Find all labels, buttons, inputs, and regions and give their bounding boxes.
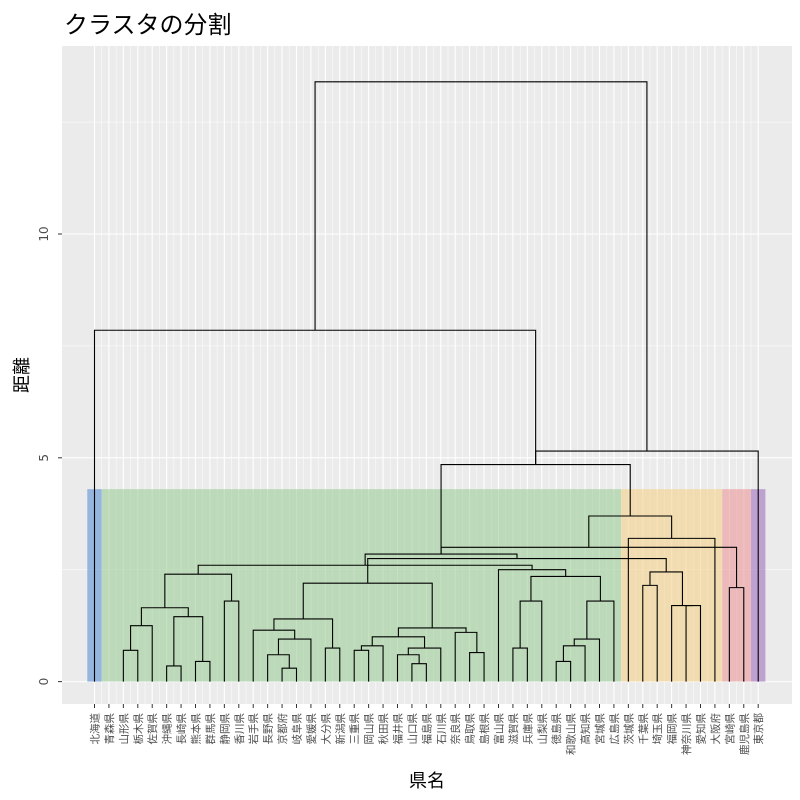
leaf-label: 石川県: [436, 713, 448, 745]
leaf-label: 茨城県: [622, 713, 635, 745]
leaf-label: 山口県: [407, 713, 419, 745]
leaf-label: 福島県: [420, 713, 433, 745]
leaf-label: 鹿児島県: [738, 713, 751, 755]
leaf-label: 秋田県: [377, 713, 390, 745]
leaf-label: 北海道: [89, 713, 102, 745]
leaf-label: 青森県: [103, 713, 116, 745]
merge-link-26: [685, 604, 702, 682]
y-axis-title: 距離: [12, 357, 33, 393]
leaf-label: 大阪府: [709, 713, 722, 745]
merge-link-11: [324, 647, 341, 682]
leaf-label: 香川県: [234, 713, 246, 745]
leaf-label: 神奈川県: [680, 713, 693, 755]
leaf-label: 愛媛県: [305, 713, 318, 745]
merge-link-28: [223, 600, 240, 682]
leaf-label: 熊本県: [189, 713, 202, 745]
leaf-label: 京都府: [276, 713, 289, 745]
leaf-label: 広島県: [608, 713, 621, 745]
merge-link-20: [252, 629, 296, 682]
y-axis: 0 5 10: [37, 226, 62, 685]
merge-link-14: [562, 645, 586, 682]
leaf-label: 岩手県: [247, 713, 260, 745]
leaf-label: 新潟県: [334, 713, 347, 745]
merge-link-30: [519, 600, 543, 682]
leaf-label: 徳島県: [550, 713, 563, 745]
leaf-label: 山形県: [118, 713, 130, 745]
y-tick-label: 0: [37, 678, 51, 686]
leaf-label: 岐阜県: [290, 713, 303, 745]
cluster-band-2: [101, 489, 622, 682]
leaf-label: 宮城県: [593, 713, 606, 745]
merge-link-33: [302, 582, 433, 628]
leaf-label: 和歌山県: [565, 713, 578, 755]
merge-link-25: [140, 607, 189, 626]
merge-link-21: [397, 627, 467, 637]
leaf-label: 福井県: [391, 713, 404, 745]
merge-link-22: [130, 625, 153, 682]
leaf-label: 滋賀県: [507, 713, 520, 745]
leaf-label: 千葉県: [637, 713, 650, 745]
leaf-label: 静岡県: [218, 713, 231, 745]
leaf-label: 奈良県: [449, 713, 462, 745]
leaf-label: 高知県: [579, 713, 592, 745]
merge-link-13: [407, 647, 442, 682]
y-tick-label: 10: [37, 226, 51, 241]
merge-link-34: [530, 575, 601, 602]
merge-link-47: [314, 81, 648, 452]
leaf-label: 兵庫県: [521, 713, 534, 745]
leaf-label: 栃木県: [132, 713, 145, 745]
leaf-label: 岡山県: [364, 713, 376, 745]
leaf-label: 東京都: [752, 713, 765, 745]
leaf-label: 佐賀県: [146, 713, 159, 745]
merge-link-39: [367, 557, 667, 584]
y-tick-label: 5: [37, 454, 51, 462]
leaf-label: 愛知県: [694, 713, 707, 745]
x-axis: 北海道 青森県 山形県 栃木県 佐賀県 沖縄県 長崎県 熊本県 群馬県 静岡県 香川県 岩手県 長野県京…: [89, 704, 765, 755]
leaf-label: 長崎県: [175, 713, 188, 745]
leaf-label: 島根県: [478, 713, 491, 745]
merge-link-40: [364, 553, 518, 566]
leaf-label: 群馬県: [204, 713, 217, 745]
leaf-label: 福岡県: [666, 713, 679, 745]
merge-link-6: [396, 654, 420, 682]
merge-link-15: [360, 645, 384, 682]
leaf-label: 沖縄県: [161, 713, 174, 745]
leaf-label: 埼玉県: [651, 713, 664, 745]
dendrogram-links: [93, 81, 759, 682]
leaf-label: 山梨県: [536, 713, 549, 745]
leaf-label: 長野県: [263, 713, 275, 745]
leaf-label: 宮崎県: [723, 713, 736, 745]
merge-link-44: [440, 463, 631, 555]
merge-link-7: [267, 654, 290, 682]
merge-link-12: [512, 647, 528, 682]
merge-link-29: [586, 600, 615, 682]
chart-title: クラスタの分割: [64, 11, 232, 39]
leaf-label: 富山県: [492, 713, 505, 745]
merge-link-27: [671, 604, 694, 682]
leaf-label: 鳥取県: [464, 713, 477, 745]
x-axis-title: 県名: [409, 771, 445, 792]
leaf-label: 三重県: [348, 713, 361, 745]
merge-link-9: [122, 649, 139, 682]
leaf-label: 大分県: [319, 713, 332, 745]
merge-link-10: [353, 649, 370, 682]
merge-link-8: [469, 651, 485, 682]
cluster-bands: [87, 489, 766, 682]
